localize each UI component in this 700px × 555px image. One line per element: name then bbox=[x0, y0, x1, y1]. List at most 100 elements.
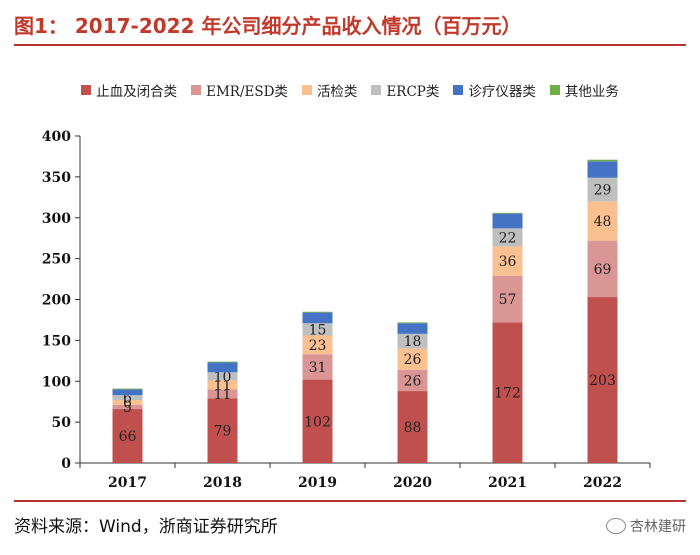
legend-swatch bbox=[81, 85, 92, 95]
data-label: 22 bbox=[499, 230, 517, 246]
data-label: 6 bbox=[123, 396, 132, 412]
bar-segment bbox=[587, 297, 618, 463]
y-tick-label: 400 bbox=[42, 129, 71, 145]
legend-swatch bbox=[453, 85, 464, 95]
legend-label: EMR/ESD类 bbox=[206, 84, 288, 100]
legend-item: 止血及闭合类 bbox=[81, 80, 177, 100]
bar-segment bbox=[207, 398, 238, 463]
bar-segment bbox=[492, 228, 523, 247]
source-rule bbox=[14, 500, 686, 502]
data-label: 203 bbox=[589, 373, 616, 389]
bar-segment bbox=[397, 369, 428, 392]
legend-label: 活检类 bbox=[316, 84, 358, 100]
watermark-text: 杏林建研 bbox=[630, 519, 686, 535]
data-label: 57 bbox=[499, 292, 517, 308]
bar-segment bbox=[587, 240, 618, 298]
bar-segment bbox=[112, 395, 143, 401]
y-tick-label: 200 bbox=[42, 293, 71, 309]
data-label: 29 bbox=[594, 183, 612, 199]
data-label: 18 bbox=[404, 334, 422, 350]
bar-segment bbox=[302, 335, 333, 355]
bar-segment bbox=[207, 389, 238, 399]
y-tick-label: 250 bbox=[42, 252, 71, 268]
bar-segment bbox=[302, 354, 333, 380]
data-label: 26 bbox=[404, 373, 422, 389]
bar-segment bbox=[587, 201, 618, 241]
legend-item: ERCP类 bbox=[371, 80, 439, 100]
legend-swatch bbox=[301, 85, 312, 95]
x-tick-label: 2017 bbox=[108, 475, 147, 491]
bar-segment bbox=[492, 322, 523, 463]
bar-segment bbox=[207, 372, 238, 381]
bar-segment bbox=[397, 322, 428, 324]
figure-title: 图1： 2017-2022 年公司细分产品收入情况（百万元） bbox=[14, 14, 522, 38]
legend-item: EMR/ESD类 bbox=[191, 80, 288, 100]
source-note: 资料来源：Wind，浙商证券研究所 bbox=[14, 517, 278, 537]
chart-legend: 止血及闭合类 EMR/ESD类 活检类 ERCP类 诊疗仪器类 其他业务 bbox=[0, 80, 700, 100]
data-label: 79 bbox=[214, 424, 232, 440]
wechat-icon bbox=[606, 518, 626, 534]
bar-segment bbox=[492, 213, 523, 229]
data-label: 48 bbox=[594, 214, 612, 230]
title-rule bbox=[14, 44, 686, 46]
bar-segment bbox=[302, 312, 333, 324]
data-label: 36 bbox=[499, 254, 517, 270]
legend-swatch bbox=[549, 85, 560, 95]
data-label: 69 bbox=[594, 262, 612, 278]
x-tick-label: 2022 bbox=[583, 475, 622, 491]
legend-item: 其他业务 bbox=[549, 80, 619, 100]
x-tick-label: 2021 bbox=[488, 475, 527, 491]
x-tick-label: 2019 bbox=[298, 475, 337, 491]
bar-segment bbox=[112, 389, 143, 396]
y-tick-label: 100 bbox=[42, 374, 71, 390]
legend-label: 诊疗仪器类 bbox=[468, 84, 536, 100]
bar-segment bbox=[112, 400, 143, 405]
legend-swatch bbox=[191, 85, 202, 95]
data-label: 23 bbox=[309, 338, 327, 354]
bar-segment bbox=[397, 323, 428, 334]
legend-item: 诊疗仪器类 bbox=[453, 80, 536, 100]
data-label: 172 bbox=[494, 386, 521, 402]
y-tick-label: 0 bbox=[61, 456, 71, 472]
bar-segment bbox=[587, 177, 618, 202]
chart-area: 0501001502002503003504002017665662018791… bbox=[42, 129, 651, 491]
bar-segment bbox=[112, 388, 143, 390]
bar-segment bbox=[302, 379, 333, 463]
bar-segment bbox=[112, 404, 143, 410]
data-label: 66 bbox=[119, 429, 137, 445]
legend-label: 其他业务 bbox=[564, 84, 619, 100]
bar-segment bbox=[302, 323, 333, 336]
x-tick-label: 2020 bbox=[393, 475, 432, 491]
bar-segment bbox=[397, 391, 428, 463]
data-label: 5 bbox=[123, 400, 132, 416]
y-tick-label: 300 bbox=[42, 211, 71, 227]
bar-segment bbox=[397, 348, 428, 370]
data-label: 31 bbox=[309, 360, 327, 376]
legend-label: ERCP类 bbox=[386, 84, 440, 100]
bar-segment bbox=[587, 159, 618, 162]
bar-segment bbox=[207, 361, 238, 363]
bar-segment bbox=[492, 246, 523, 276]
bar-segment bbox=[207, 380, 238, 390]
x-tick-label: 2018 bbox=[203, 475, 242, 491]
data-label: 6 bbox=[123, 391, 132, 407]
data-label: 11 bbox=[214, 378, 232, 394]
bar-segment bbox=[587, 161, 618, 178]
legend-item: 活检类 bbox=[301, 80, 358, 100]
y-tick-label: 350 bbox=[42, 170, 71, 186]
bar-segment bbox=[112, 409, 143, 463]
bar-segment bbox=[207, 362, 238, 373]
bar-segment bbox=[302, 311, 333, 313]
data-label: 102 bbox=[304, 414, 331, 430]
watermark: 杏林建研 bbox=[606, 516, 686, 536]
data-label: 15 bbox=[309, 322, 327, 338]
legend-swatch bbox=[371, 85, 382, 95]
bar-segment bbox=[397, 333, 428, 349]
bar-segment bbox=[492, 275, 523, 323]
y-tick-label: 150 bbox=[42, 333, 71, 349]
data-label: 88 bbox=[404, 420, 422, 436]
data-label: 10 bbox=[214, 369, 232, 385]
data-label: 11 bbox=[214, 387, 232, 403]
legend-label: 止血及闭合类 bbox=[96, 84, 178, 100]
y-tick-label: 50 bbox=[52, 415, 72, 431]
